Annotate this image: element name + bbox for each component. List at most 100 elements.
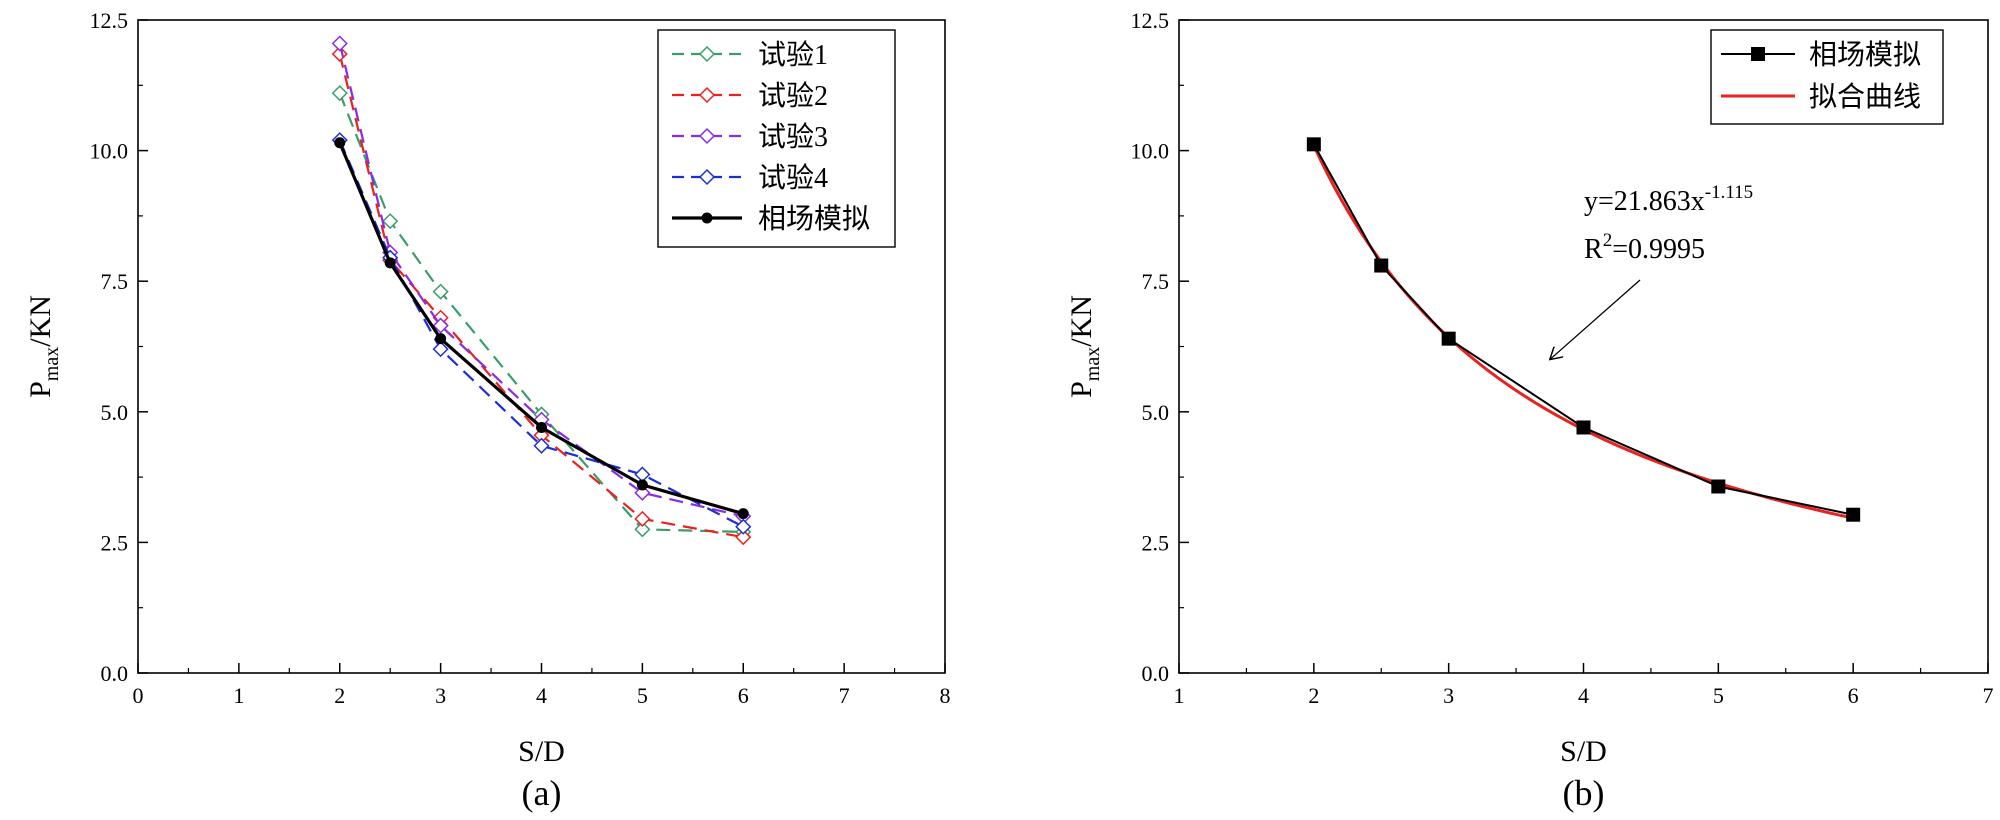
series-line (338, 53, 744, 539)
x-tick-label: 4 (536, 683, 547, 708)
data-point (334, 137, 346, 149)
x-axis-label: S/D (518, 735, 565, 768)
data-point (331, 45, 348, 63)
data-point (432, 317, 449, 334)
series-line (338, 139, 744, 528)
x-tick-label: 2 (1308, 683, 1319, 708)
legend-label: 相场模拟 (1809, 39, 1921, 71)
x-tick-label: 1 (1174, 683, 1185, 708)
y-tick-label: 2.5 (1142, 530, 1170, 555)
y-tick-label: 12.5 (1131, 8, 1170, 33)
data-point (735, 518, 752, 535)
x-tick-label: 1 (233, 683, 244, 708)
legend-entry: 相场模拟 (672, 203, 870, 235)
data-point (634, 510, 651, 527)
data-point (533, 437, 550, 454)
x-tick-label: 2 (334, 683, 345, 708)
chart-panel-b: 1 2 3 4 5 6 7 0.0 2.5 5.0 7.5 10.0 12.5 S/D Pmax/KN (b)… (1065, 8, 1994, 813)
y-tick-label: 5.0 (101, 400, 129, 425)
r-squared-exponent: 2 (1603, 230, 1613, 251)
data-point (636, 479, 648, 491)
legend-entry: 试验1 (672, 39, 828, 71)
y-axis-label-subscript: max (1082, 347, 1104, 381)
data-point (435, 333, 447, 345)
x-tick-label: 5 (1713, 683, 1724, 708)
x-tick-label: 7 (839, 683, 850, 708)
data-point (737, 508, 749, 520)
y-tick-label: 0.0 (1142, 661, 1170, 686)
series-line (338, 92, 744, 534)
legend-label: 相场模拟 (758, 203, 870, 235)
legend: 试验1 试验2 试验3 试验4 相场模拟 (657, 29, 896, 248)
x-tick-label: 4 (1578, 683, 1589, 708)
y-axis-label-subscript: max (41, 347, 63, 381)
series-line (1312, 143, 1854, 516)
series-3 (331, 35, 752, 525)
legend-entry: 试验4 (672, 162, 828, 194)
data-point (432, 341, 449, 358)
panel-label: (b) (1563, 773, 1605, 813)
data-point (735, 529, 752, 546)
data-point (1306, 137, 1321, 152)
legend-entry: 拟合曲线 (1721, 81, 1921, 113)
fit-annotation: y=21.863x-1.115 R2=0.9995 (1550, 182, 1753, 360)
legend-label: 试验2 (758, 80, 828, 112)
y-axis-label-main: P (1065, 381, 1098, 398)
r-squared: R2=0.9995 (1584, 230, 1705, 265)
r-squared-value: =0.9995 (1612, 234, 1705, 265)
series-5 (334, 137, 749, 520)
fit-equation-base: y=21.863x (1584, 186, 1705, 217)
r-squared-base: R (1584, 234, 1603, 265)
y-tick-label: 10.0 (90, 139, 129, 164)
x-tick-label: 6 (1848, 683, 1859, 708)
legend-swatch-marker (698, 168, 716, 186)
x-tick-label: 7 (1983, 683, 1994, 708)
x-tick-label: 3 (1443, 683, 1454, 708)
legend-swatch-marker (698, 127, 716, 145)
legend-entry: 试验3 (672, 121, 828, 153)
series-line (338, 43, 744, 518)
x-tick-label: 8 (940, 683, 951, 708)
data-point (634, 521, 651, 538)
y-tick-label: 12.5 (90, 8, 129, 33)
data-point (1576, 420, 1591, 435)
data-point (1374, 258, 1389, 273)
y-axis-label: Pmax/KN (24, 295, 63, 398)
legend-label: 试验4 (758, 162, 828, 194)
legend-box (657, 29, 896, 248)
y-tick-label: 7.5 (1142, 269, 1170, 294)
data-point (384, 257, 396, 269)
data-point (1441, 331, 1456, 346)
fit-equation: y=21.863x-1.115 (1584, 182, 1753, 217)
y-tick-label: 2.5 (101, 530, 129, 555)
fit-equation-exponent: -1.115 (1705, 182, 1753, 203)
y-tick-label: 0.0 (101, 661, 129, 686)
y-axis-label: Pmax/KN (1065, 295, 1104, 398)
legend-swatch-marker (1751, 47, 1765, 61)
chart-panel-a: 0 1 2 3 4 5 6 7 8 0.0 2.5 5.0 7.5 10.0 12.5 S/D Pmax/KN (… (24, 8, 951, 813)
data-point (536, 421, 547, 433)
legend-label: 试验1 (758, 39, 828, 71)
y-tick-label: 5.0 (1142, 400, 1170, 425)
legend-swatch-marker (701, 212, 713, 224)
legend-label: 拟合曲线 (1809, 81, 1921, 113)
data-point (1846, 507, 1861, 522)
series-line (338, 142, 744, 516)
y-axis-label-unit: /KN (1065, 295, 1098, 347)
data-point (331, 35, 348, 52)
legend-entry: 试验2 (672, 80, 828, 112)
legend-swatch-marker (698, 86, 716, 104)
data-point (634, 484, 651, 501)
y-tick-label: 7.5 (101, 269, 129, 294)
x-tick-label: 5 (637, 683, 648, 708)
x-tick-label: 0 (133, 683, 144, 708)
annotation-arrow (1550, 279, 1641, 360)
x-tick-label: 3 (435, 683, 446, 708)
x-tick-label: 6 (738, 683, 749, 708)
data-point (432, 283, 449, 300)
data-point (331, 85, 348, 102)
data-point (1711, 479, 1726, 494)
